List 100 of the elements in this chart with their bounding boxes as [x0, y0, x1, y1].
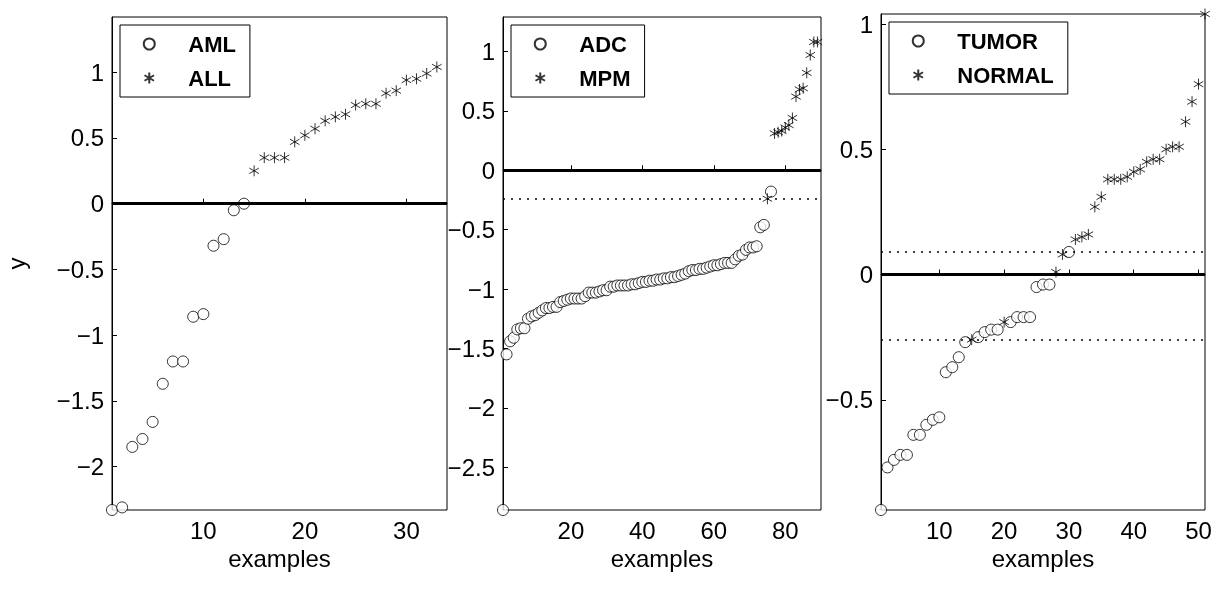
legend-label: AML [188, 31, 236, 57]
point [166, 355, 179, 368]
y-tick-label: −2.5 [447, 453, 495, 481]
point [794, 83, 805, 96]
point [1147, 153, 1159, 166]
point [1154, 153, 1165, 166]
point [769, 127, 780, 140]
point [309, 122, 321, 135]
point [787, 111, 798, 124]
legend-label: NORMAL [957, 62, 1054, 88]
point [1180, 115, 1191, 128]
point [875, 504, 887, 516]
point [207, 239, 220, 252]
point [808, 35, 820, 48]
point [136, 433, 149, 445]
x-tick-label: 20 [291, 516, 319, 544]
point [783, 119, 795, 132]
point [900, 448, 913, 461]
y-tick-label: −2 [76, 453, 104, 481]
x-tick-label: 40 [1120, 516, 1148, 544]
x-tick-label: 10 [190, 516, 217, 544]
point [370, 97, 382, 110]
point [881, 461, 894, 474]
point [1102, 173, 1114, 186]
y-tick-label: 0.5 [461, 97, 495, 125]
point [1096, 190, 1107, 203]
point [380, 87, 392, 100]
y-tick-label: 0 [481, 156, 495, 184]
point [1057, 248, 1068, 261]
point [1050, 266, 1062, 279]
y-tick-label: −1.5 [56, 387, 104, 415]
x-tick-label: 80 [771, 516, 799, 544]
point [431, 60, 443, 73]
y-axis-title: y [2, 257, 30, 270]
x-tick-label: 30 [393, 516, 420, 544]
y-tick-label: −0.5 [56, 255, 104, 283]
point [1160, 143, 1172, 156]
point [126, 440, 139, 453]
point [1083, 228, 1094, 241]
point [279, 151, 290, 164]
point [401, 74, 412, 87]
y-tick-label: −0.5 [447, 216, 495, 244]
point [913, 428, 926, 441]
point [1128, 165, 1139, 178]
point [248, 164, 260, 177]
point [340, 108, 351, 121]
y-tick-label: 0 [859, 261, 873, 289]
point [812, 35, 823, 48]
point [801, 66, 812, 79]
x-tick-label: 60 [700, 516, 728, 544]
point [805, 49, 816, 62]
point [1109, 173, 1120, 186]
y-tick-label: 0.5 [839, 135, 873, 163]
legend-label: ALL [188, 65, 232, 91]
legend-label: MPM [579, 65, 631, 91]
point [259, 151, 270, 164]
point [1186, 95, 1198, 108]
y-tick-label: −2 [467, 394, 495, 422]
point [1121, 170, 1133, 183]
point [1167, 140, 1178, 153]
y-tick-label: 1 [481, 37, 495, 65]
point [1193, 78, 1204, 91]
point [966, 333, 977, 346]
point [1089, 200, 1101, 213]
y-tick-label: −1 [76, 321, 104, 349]
point [933, 411, 946, 424]
point [998, 316, 1010, 329]
point [269, 151, 280, 164]
point [1070, 233, 1081, 246]
point [360, 97, 372, 110]
point [106, 504, 118, 516]
point [177, 355, 190, 368]
point [952, 351, 965, 364]
legend-label: ADC [579, 31, 628, 57]
point [1043, 278, 1056, 291]
point [227, 204, 240, 217]
x-axis-title: examples [228, 545, 331, 573]
point [1199, 8, 1211, 20]
point [1141, 155, 1152, 168]
point [991, 323, 1004, 336]
point [390, 84, 402, 97]
point [299, 129, 311, 142]
point [1173, 140, 1185, 153]
point [289, 135, 300, 148]
y-tick-label: 0.5 [70, 124, 104, 152]
point [762, 192, 773, 205]
point [197, 308, 210, 321]
x-tick-label: 40 [629, 516, 656, 544]
point [1076, 230, 1088, 243]
point [116, 501, 129, 514]
point [790, 90, 802, 103]
x-axis-title: examples [610, 545, 714, 573]
point [946, 361, 959, 374]
point [156, 377, 169, 390]
y-tick-label: 1 [859, 10, 873, 38]
point [772, 126, 784, 139]
point [421, 67, 432, 80]
x-tick-label: 20 [990, 516, 1018, 544]
x-tick-label: 10 [925, 516, 953, 544]
point [350, 99, 361, 112]
